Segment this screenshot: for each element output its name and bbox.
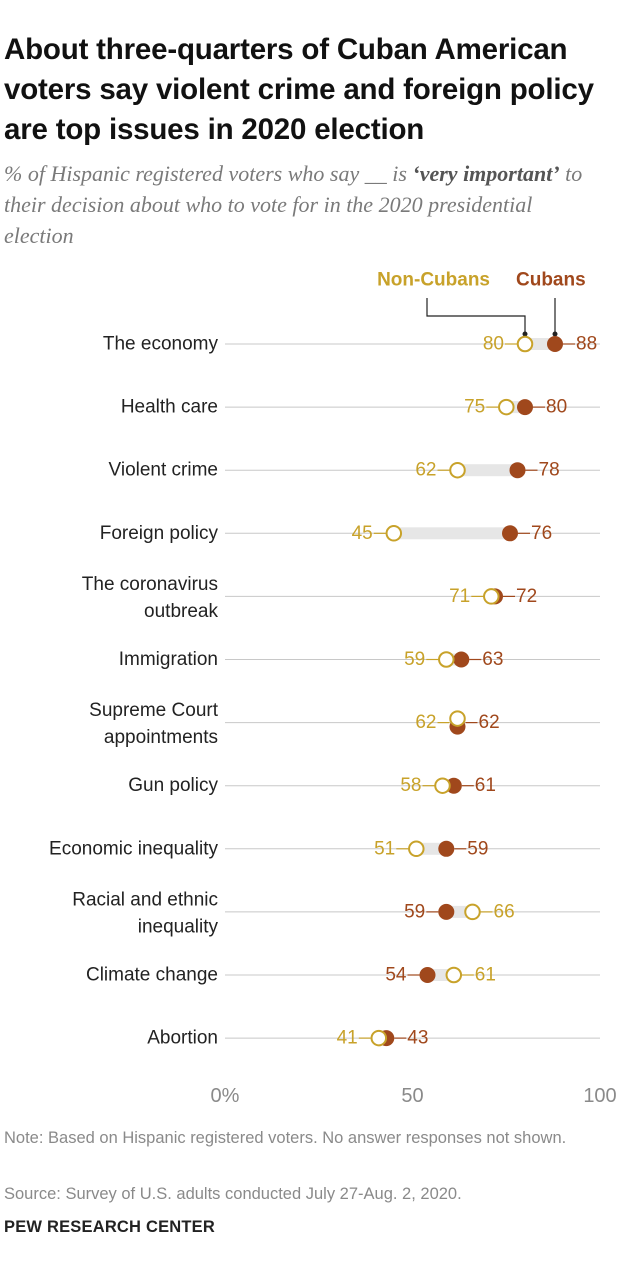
cubans-value-label: 80: [546, 397, 567, 418]
non-cubans-value-label: 71: [449, 586, 470, 607]
cubans-point: [445, 777, 462, 794]
cubans-value-label: 59: [404, 901, 425, 922]
non-cubans-point: [483, 588, 500, 605]
category-label: Racial and ethnic inequality: [72, 889, 218, 937]
non-cubans-point: [449, 461, 466, 479]
x-axis-tick-label: 0%: [211, 1085, 240, 1107]
non-cubans-value-label: 58: [400, 775, 421, 796]
source-text: Source: Survey of U.S. adults conducted …: [4, 1185, 462, 1203]
cubans-point: [509, 462, 526, 479]
category-label: Immigration: [119, 649, 218, 670]
category-label-line: outbreak: [144, 601, 218, 622]
x-axis-tick-label: 50: [401, 1085, 423, 1107]
cubans-value-label: 62: [479, 712, 500, 733]
non-cubans-point: [385, 525, 403, 542]
cubans-point: [517, 399, 533, 416]
legend-leader-dot-cubans: [552, 331, 558, 337]
category-label-line: Racial and ethnic: [72, 889, 218, 910]
non-cubans-value-label: 61: [475, 965, 496, 986]
cubans-value-label: 61: [475, 775, 496, 796]
category-label: Foreign policy: [100, 523, 219, 544]
category-label: Economic inequality: [49, 838, 218, 859]
category-label-line: The coronavirus: [82, 574, 218, 595]
non-cubans-value-label: 45: [352, 523, 373, 544]
non-cubans-point: [498, 398, 515, 416]
chart-subtitle: % of Hispanic registered voters who say …: [4, 158, 604, 251]
category-label-line: Supreme Court: [89, 700, 219, 721]
category-label: Climate change: [86, 965, 218, 986]
non-cubans-point: [449, 710, 466, 727]
cubans-value-label: 88: [576, 334, 597, 355]
cubans-value-label: 59: [467, 838, 488, 859]
cubans-value-label: 43: [407, 1028, 428, 1049]
non-cubans-value-label: 80: [483, 334, 504, 355]
chart-title: About three-quarters of Cuban American v…: [4, 33, 594, 146]
category-label: Gun policy: [128, 775, 218, 796]
non-cubans-value-label: 62: [415, 712, 436, 733]
non-cubans-point: [434, 777, 451, 794]
category-label-line: appointments: [104, 727, 218, 748]
non-cubans-point: [370, 1029, 388, 1047]
non-cubans-point: [445, 966, 463, 984]
non-cubans-value-label: 66: [494, 901, 515, 922]
legend-cubans: Cubans: [516, 270, 586, 291]
category-label: Health care: [121, 397, 218, 418]
legend-leader-dot-non-cubans: [522, 331, 528, 337]
legend-leader-non-cubans: [426, 298, 526, 334]
pew-research-center-logo: PEW RESEARCH CENTER: [4, 1218, 215, 1236]
cubans-point: [547, 336, 563, 352]
legend-non-cubans: Non-Cubans: [377, 270, 490, 291]
note-text: Note: Based on Hispanic registered voter…: [4, 1129, 567, 1147]
category-label: The economy: [103, 334, 219, 355]
category-label: Violent crime: [109, 460, 218, 481]
cubans-value-label: 76: [531, 523, 552, 544]
category-label: The coronavirus outbreak: [82, 574, 219, 622]
non-cubans-value-label: 75: [464, 397, 485, 418]
category-label-line: inequality: [138, 916, 219, 937]
non-cubans-point: [516, 335, 534, 353]
subtitle-text-start: % of Hispanic registered voters who say …: [4, 161, 413, 186]
non-cubans-point: [408, 840, 425, 858]
row-range-bar: [393, 527, 511, 540]
non-cubans-point: [464, 903, 481, 921]
category-label: Supreme Court appointments: [89, 700, 219, 748]
non-cubans-point: [438, 651, 455, 668]
cubans-value-label: 78: [539, 460, 560, 481]
subtitle-emphasis: ‘very important’: [412, 161, 560, 186]
cubans-point: [502, 525, 518, 542]
non-cubans-value-label: 41: [337, 1028, 358, 1049]
cubans-point: [438, 840, 455, 857]
category-label: Abortion: [147, 1028, 218, 1049]
cubans-value-label: 63: [482, 649, 503, 670]
subtitle-text-end: to their decision about who to vote for …: [4, 161, 583, 248]
row-range-bar: [457, 464, 518, 477]
non-cubans-value-label: 51: [374, 838, 395, 859]
cubans-point: [438, 903, 455, 920]
cubans-value-label: 72: [516, 586, 537, 607]
x-axis-tick-label: 100: [583, 1085, 616, 1107]
cubans-value-label: 54: [385, 965, 407, 986]
non-cubans-value-label: 62: [415, 460, 436, 481]
cubans-point: [453, 651, 470, 668]
dot-plot-chart: Non-Cubans Cubans The economy 80 88 Health ca…: [49, 270, 617, 1108]
cubans-point: [419, 967, 436, 983]
non-cubans-value-label: 59: [404, 649, 425, 670]
